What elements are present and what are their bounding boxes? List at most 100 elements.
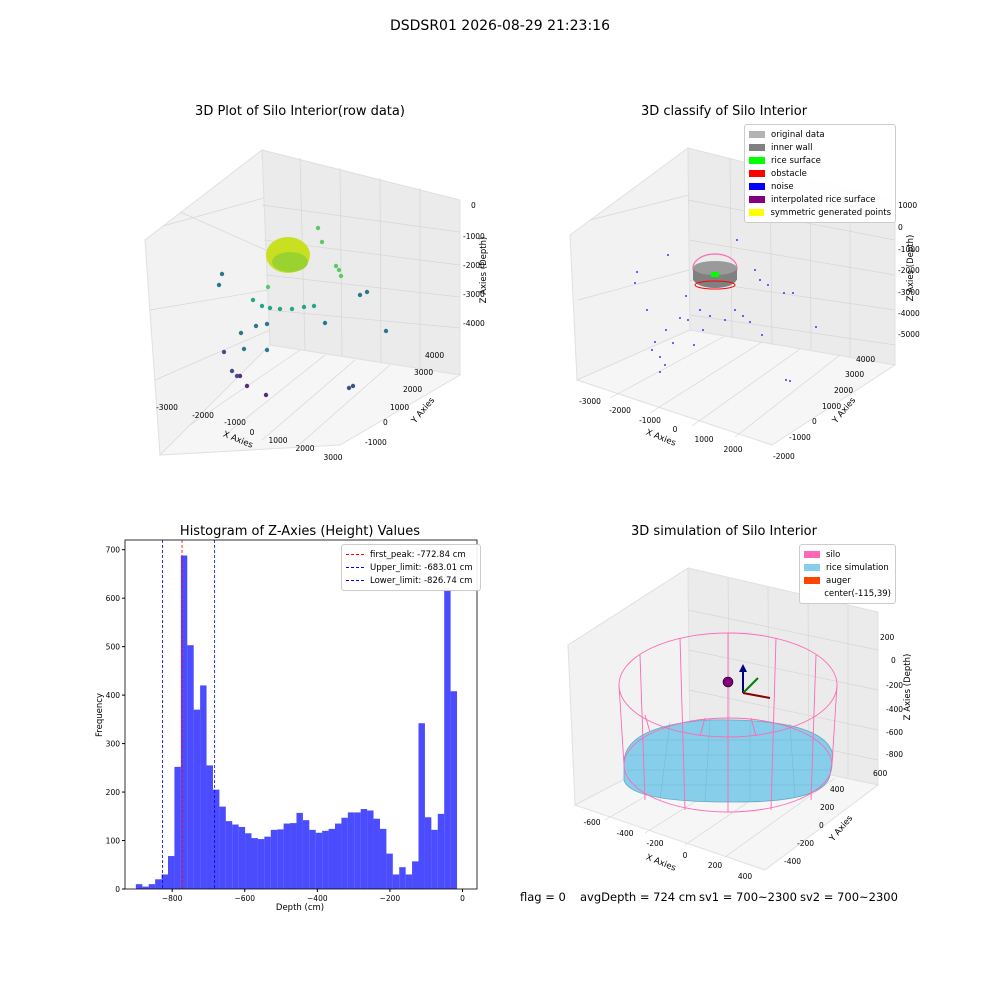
classify-xtick: 2000 xyxy=(723,445,742,454)
histogram-reference-lines xyxy=(162,540,216,889)
histogram-bar xyxy=(354,812,361,889)
histogram-xtick-label: −600 xyxy=(234,894,255,903)
histogram-bar xyxy=(373,818,380,889)
simulation-xtick: 400 xyxy=(738,872,753,881)
histogram-bar xyxy=(264,836,271,889)
figure-title: DSDSR01 2026-08-29 21:23:16 xyxy=(389,18,610,34)
classify-ytick: 4000 xyxy=(856,355,875,364)
simulation-ztick: 200 xyxy=(880,633,895,642)
legend-item: auger xyxy=(804,574,891,587)
histogram-bar xyxy=(283,823,291,889)
legend-swatch xyxy=(804,590,818,597)
histogram-yticks: 0 100 200 300 400 500 600 700 xyxy=(106,546,125,894)
histogram-ylabel: Frequency xyxy=(95,693,105,737)
raw-xtick: 3000 xyxy=(323,453,342,462)
histogram-bar xyxy=(347,812,355,889)
histogram-bar xyxy=(405,874,413,889)
simulation-ytick: -400 xyxy=(784,857,801,866)
histogram-chart: −800 −600 −400 −200 0 0 100 200 300 400 500 600 700… xyxy=(95,539,478,913)
simulation-xtick: -200 xyxy=(646,839,663,848)
histogram-bar xyxy=(212,789,220,889)
status-sv1: sv1 = 700~2300 xyxy=(699,890,797,904)
raw-xtick: 2000 xyxy=(295,444,314,453)
histogram-bar xyxy=(367,810,374,889)
raw-xtick: -1000 xyxy=(224,418,246,427)
histogram-ytick-label: 700 xyxy=(106,546,121,555)
histogram-ytick-label: 200 xyxy=(106,788,121,797)
legend-swatch xyxy=(804,564,820,571)
legend-item: obstacle xyxy=(749,167,891,180)
simulation-ytick: 600 xyxy=(873,769,888,778)
legend-item: silo xyxy=(804,548,891,561)
histogram-xtick-label: −200 xyxy=(380,894,401,903)
classify-ztick: -3000 xyxy=(898,288,920,297)
classify-xtick: -2000 xyxy=(609,406,631,415)
histogram-bar xyxy=(418,723,425,889)
classify-ytick: 1000 xyxy=(822,402,841,411)
raw-ytick: 2000 xyxy=(403,385,422,394)
histogram-bar xyxy=(238,826,246,889)
histogram-bar xyxy=(193,709,201,889)
histogram-xtick-label: −400 xyxy=(307,894,328,903)
simulation-ytick: -200 xyxy=(797,839,814,848)
histogram-bar xyxy=(290,823,297,889)
legend-swatch xyxy=(749,131,765,138)
histogram-frame xyxy=(124,539,478,890)
histogram-bar xyxy=(328,828,336,889)
legend-swatch xyxy=(749,157,765,164)
legend-item: interpolated rice surface xyxy=(749,193,891,206)
histogram-bar xyxy=(341,817,348,889)
legend-label: silo xyxy=(826,549,841,560)
legend-label: first_peak: -772.84 cm xyxy=(370,549,466,560)
histogram-bar xyxy=(135,884,143,889)
legend-item: Lower_limit: -826.74 cm xyxy=(346,574,476,587)
legend-item: center(-115,39) xyxy=(804,587,891,600)
histogram-bar xyxy=(200,685,207,889)
legend-item: original data xyxy=(749,128,891,141)
histogram-bar xyxy=(225,821,233,889)
raw-ytick: 3000 xyxy=(414,368,433,377)
histogram-ytick-label: 500 xyxy=(106,643,121,652)
legend-swatch xyxy=(804,551,820,558)
raw-plot-title: 3D Plot of Silo Interior(row data) xyxy=(195,104,405,119)
simulation-ytick: 200 xyxy=(820,803,835,812)
classify-ztick: -5000 xyxy=(898,330,920,339)
histogram-ytick-label: 300 xyxy=(106,740,121,749)
legend-label: obstacle xyxy=(771,168,807,179)
classify-ztick: -1000 xyxy=(898,245,920,254)
status-sv2: sv2 = 700~2300 xyxy=(800,890,898,904)
raw-ztick: 0 xyxy=(471,201,476,210)
histogram-bar xyxy=(277,829,284,889)
legend-label: rice surface xyxy=(771,155,821,166)
histogram-bar xyxy=(148,884,156,889)
classify-xtick: 0 xyxy=(673,425,678,434)
histogram-ytick-label: 600 xyxy=(106,594,121,603)
raw-ytick: -1000 xyxy=(365,438,387,447)
status-flag: flag = 0 xyxy=(520,890,566,904)
classify-zlabel: Z Axies (Depth) xyxy=(906,235,916,302)
classify-ztick: -2000 xyxy=(898,266,920,275)
raw-ytick: 1000 xyxy=(390,403,409,412)
classify-ztick: 0 xyxy=(898,223,903,232)
histogram-bar xyxy=(437,813,445,889)
histogram-xtick-label: −800 xyxy=(162,894,183,903)
classify-legend: original data inner wall rice surface ob… xyxy=(744,124,896,223)
classify-3d-plot: -3000 -2000 -1000 0 1000 2000 -2000 -100… xyxy=(569,147,920,461)
histogram-bar xyxy=(219,806,226,889)
simulation-xlabel: X Axies xyxy=(644,853,677,874)
legend-line xyxy=(346,580,364,581)
histogram-bar xyxy=(335,823,342,889)
histogram-bar xyxy=(296,812,303,889)
simulation-ztick: -200 xyxy=(886,681,903,690)
simulation-xtick: 0 xyxy=(683,851,688,860)
histogram-bar xyxy=(322,830,329,889)
histogram-bar xyxy=(360,809,368,889)
histogram-title: Histogram of Z-Axies (Height) Values xyxy=(179,524,421,539)
histogram-bar xyxy=(155,879,162,889)
legend-line xyxy=(346,567,364,568)
histogram-ytick-label: 0 xyxy=(115,885,120,894)
raw-ztick: -4000 xyxy=(463,319,485,328)
legend-item: inner wall xyxy=(749,141,891,154)
histogram-bar xyxy=(270,829,278,889)
histogram-bar xyxy=(187,645,194,889)
